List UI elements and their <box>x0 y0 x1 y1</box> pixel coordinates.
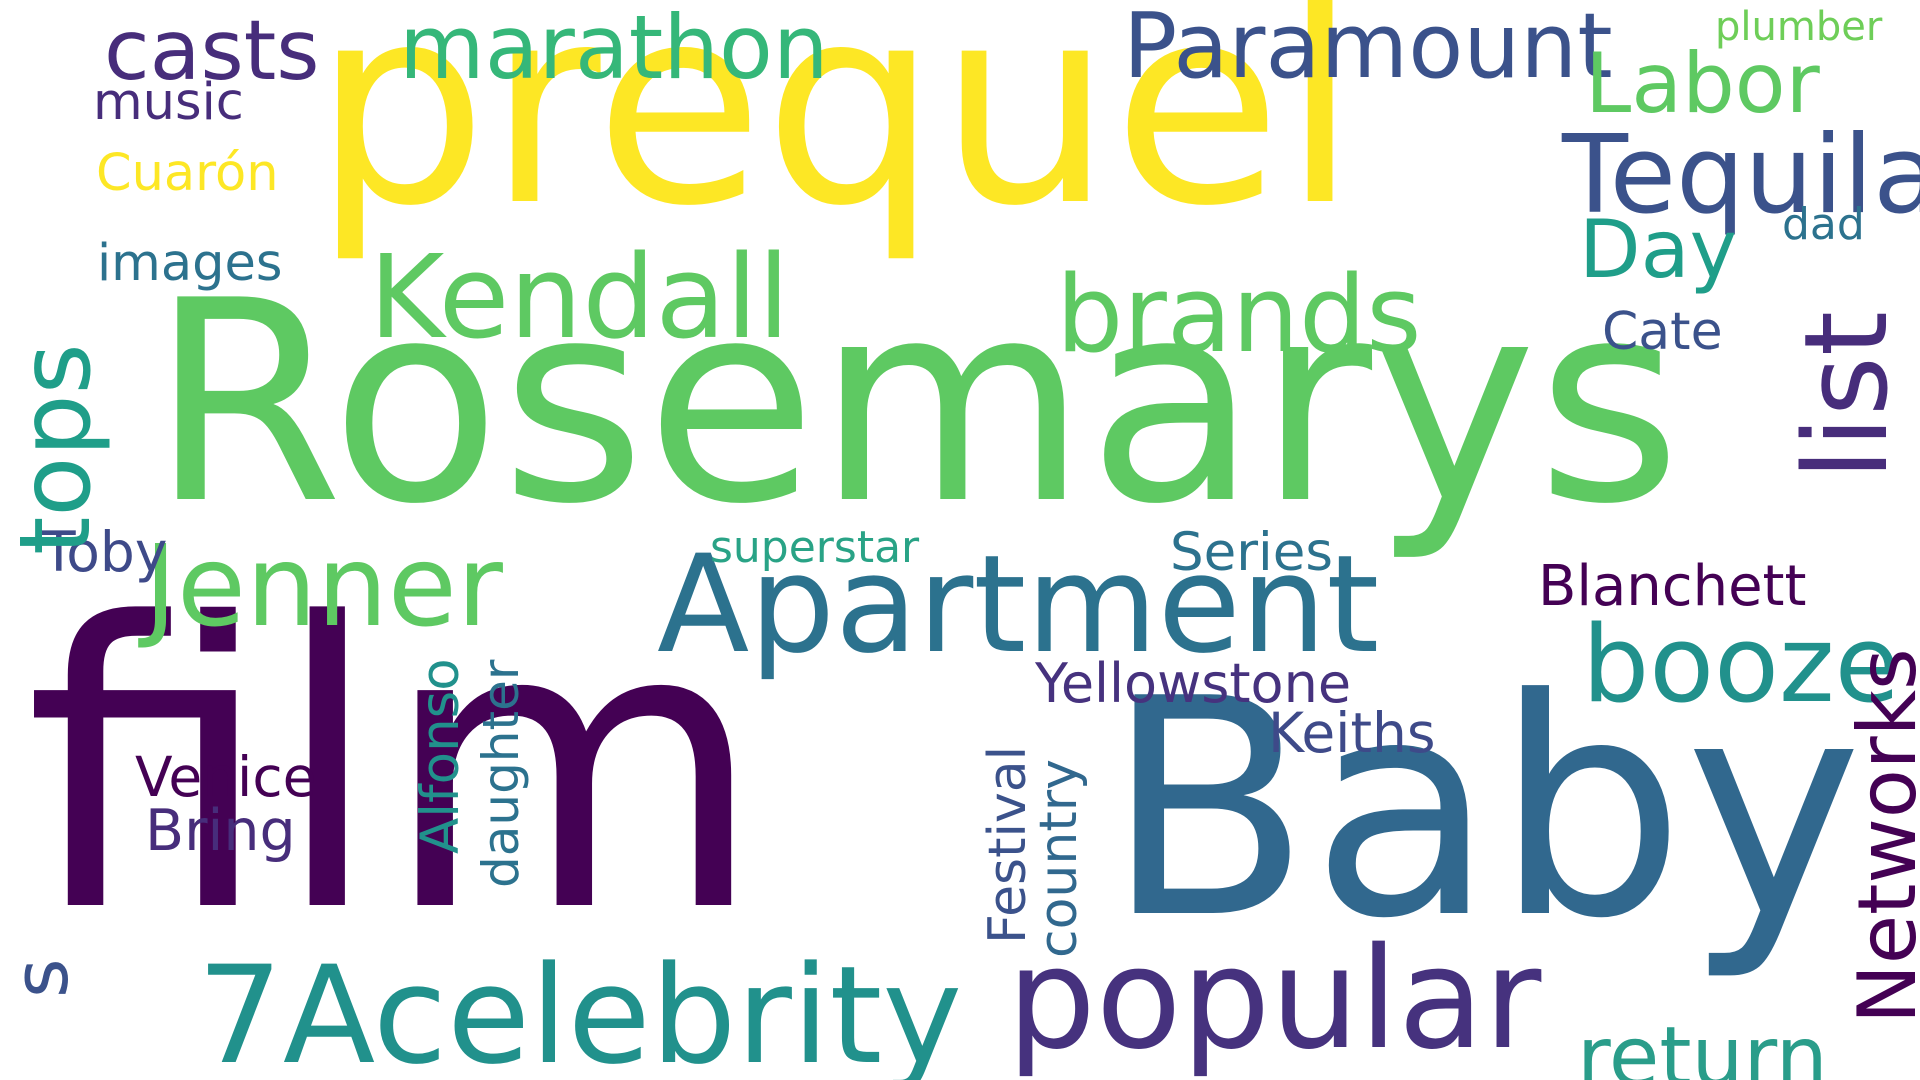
word-apartment: Apartment <box>657 526 1380 683</box>
word-cuaron: Cuarón <box>96 144 279 203</box>
word-alfonso: Alfonso <box>410 658 471 854</box>
word-dad: dad <box>1782 199 1865 250</box>
word-jenner: Jenner <box>144 522 503 652</box>
word-yellowstone: Yellowstone <box>1035 652 1352 715</box>
word-bring: Bring <box>145 798 296 864</box>
word-blanchett: Blanchett <box>1538 554 1807 619</box>
word-day: Day <box>1579 203 1737 296</box>
word-booze: Tequila <box>1562 113 1920 238</box>
word-kendall: Kendall <box>369 231 790 365</box>
word-networks: Networks <box>1841 648 1920 1024</box>
word-return: return <box>1577 1010 1828 1080</box>
word-rosemarys: Rosemarys <box>150 241 1682 565</box>
word-series: Series <box>1170 522 1333 583</box>
word-venice: Venice <box>135 745 317 809</box>
word-keiths: Keiths <box>1268 701 1436 765</box>
word-plumber: plumber <box>1715 4 1883 50</box>
word-film: film <box>25 540 765 998</box>
word-daughter: daughter <box>472 659 530 888</box>
word-tops: booze <box>1582 603 1900 726</box>
word-popular: popular <box>1007 918 1542 1080</box>
word-toby: Toby <box>42 520 168 584</box>
word-baby: Baby <box>1105 635 1863 984</box>
word-images: images <box>97 234 283 293</box>
word-cate: Cate <box>1602 302 1723 362</box>
word-festival: Festival <box>978 745 1038 944</box>
word-marathon: marathon <box>399 0 829 99</box>
word-prequel: prequel <box>313 0 1359 266</box>
word-brands: brands <box>1056 253 1422 376</box>
word-list: list <box>1780 311 1914 480</box>
word-tequila: tops <box>0 343 113 555</box>
word-paramount: Paramount <box>1123 0 1613 99</box>
word-labor: Labor <box>1585 35 1820 132</box>
word-superstar: superstar <box>710 522 920 573</box>
word-country: country <box>1029 759 1089 958</box>
word-casts: casts <box>104 2 320 99</box>
word-s: s <box>0 958 85 998</box>
word-music: music <box>93 73 244 132</box>
word-7acelebrity: 7Acelebrity <box>197 937 963 1080</box>
